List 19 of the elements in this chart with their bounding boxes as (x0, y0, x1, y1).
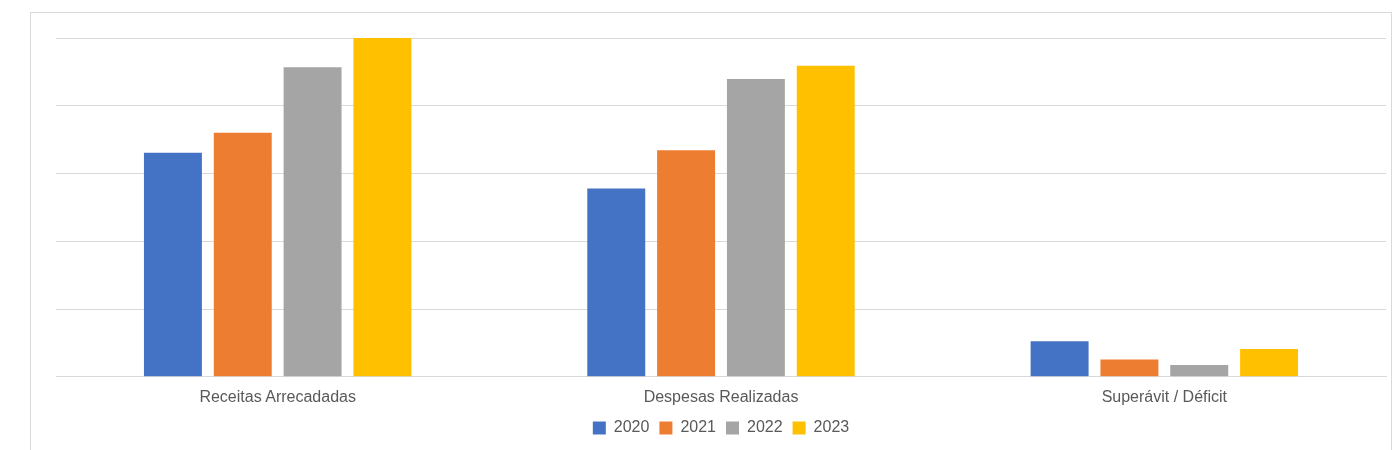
legend-label: 2021 (680, 418, 717, 436)
bar (587, 188, 646, 377)
bar (796, 65, 855, 377)
legend-label: 2022 (747, 418, 783, 436)
bar (1240, 349, 1299, 377)
x-tick-label: Receitas Arrecadadas (199, 387, 356, 405)
bar (657, 150, 716, 377)
bar (143, 152, 202, 377)
bar (353, 38, 412, 377)
bar (726, 79, 785, 377)
x-tick-label: Despesas Realizadas (643, 387, 799, 405)
bar (283, 67, 342, 377)
x-tick-label: Superávit / Déficit (1101, 387, 1228, 405)
bar (1030, 341, 1089, 377)
bar (213, 132, 272, 377)
legend-label: 2023 (813, 418, 850, 436)
legend-label: 2020 (613, 418, 650, 436)
bar (1170, 364, 1229, 377)
bar (1100, 359, 1159, 377)
